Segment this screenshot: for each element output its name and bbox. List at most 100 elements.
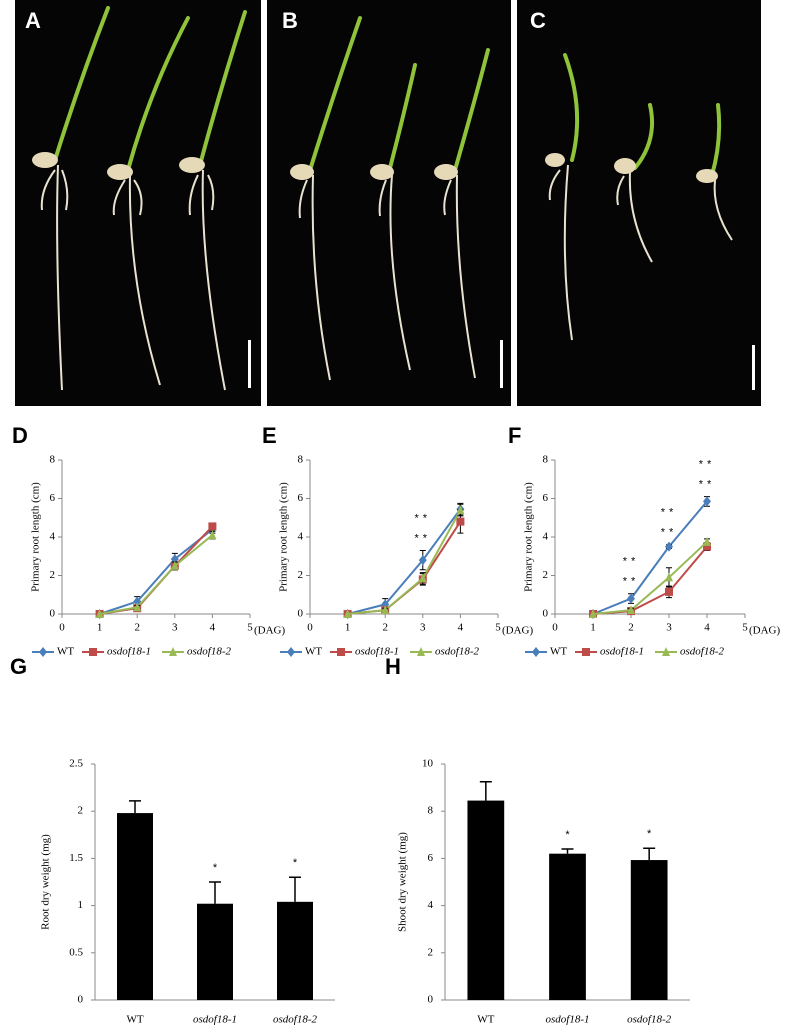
y-tick-label: 2 xyxy=(543,569,549,581)
x-tick-label: 2 xyxy=(628,622,634,634)
significance-mark: * xyxy=(647,828,652,840)
significance-mark: ** xyxy=(415,512,432,524)
y-axis-label: Root dry weight (mg) xyxy=(40,834,52,930)
error-bar xyxy=(561,848,574,854)
x-tick-label: 3 xyxy=(666,622,672,634)
y-tick-label: 0 xyxy=(428,994,434,1006)
y-tick-label: 2 xyxy=(50,569,56,581)
error-bar xyxy=(479,780,492,801)
bar xyxy=(117,813,153,1000)
marker xyxy=(343,609,352,618)
marker xyxy=(39,647,47,657)
x-unit: (DAG) xyxy=(749,625,780,637)
x-tick-label: 4 xyxy=(210,622,216,634)
marker xyxy=(456,505,465,515)
y-tick-label: 2 xyxy=(298,569,304,581)
marker xyxy=(417,647,425,656)
panel-label: G xyxy=(10,654,27,679)
legend-label: osdof18-1 xyxy=(355,646,399,658)
marker xyxy=(627,605,635,615)
photo-c: C xyxy=(517,0,761,406)
x-unit: (DAG) xyxy=(254,625,285,637)
marker xyxy=(703,496,711,507)
marker xyxy=(456,517,465,526)
series-line xyxy=(99,534,214,615)
series-line xyxy=(99,525,214,615)
marker xyxy=(169,647,177,656)
marker xyxy=(665,587,673,596)
marker xyxy=(170,560,179,570)
bar xyxy=(549,853,586,1000)
error-bar xyxy=(643,847,656,861)
significance-mark: ** xyxy=(699,478,716,490)
significance-mark: ** xyxy=(661,507,678,519)
marker xyxy=(89,648,97,656)
significance-mark: ** xyxy=(623,576,640,588)
y-tick-label: 2 xyxy=(78,805,84,817)
significance-mark: ** xyxy=(661,527,678,539)
marker xyxy=(532,647,540,657)
y-tick-label: 6 xyxy=(428,852,434,864)
marker xyxy=(287,647,295,657)
bar xyxy=(467,800,505,1000)
x-unit: (DAG) xyxy=(502,625,533,637)
y-tick-label: 4 xyxy=(50,531,56,543)
marker xyxy=(662,647,670,656)
chart-bar: G 0 0.5 1 1.5 2 2.5 Root dry weight (mg) WT * osdo… xyxy=(10,654,335,1026)
significance-mark: ** xyxy=(623,556,640,568)
error-bar xyxy=(129,800,141,814)
y-tick-label: 0.5 xyxy=(69,946,83,958)
legend-label: osdof18-2 xyxy=(435,646,480,658)
x-tick-label: 5 xyxy=(742,622,748,634)
y-axis-label: Primary root length (cm) xyxy=(30,482,42,592)
x-tick-label: 3 xyxy=(420,622,426,634)
panel-label: D xyxy=(12,423,28,448)
x-tick-label: WT xyxy=(126,1014,143,1026)
marker xyxy=(703,536,711,546)
bar xyxy=(277,901,313,1000)
y-tick-label: 1.5 xyxy=(69,852,83,864)
legend-label: osdof18-2 xyxy=(680,646,725,658)
photo-b: B xyxy=(267,0,511,406)
panel-label: E xyxy=(262,423,277,448)
y-tick-label: 8 xyxy=(50,454,56,466)
x-tick-label: 5 xyxy=(247,622,253,634)
chart-line: F 0 2 4 6 8 0 1 2 3 4 5 (DAG) Primary root length (cm… xyxy=(508,423,780,658)
x-tick-label: 2 xyxy=(382,622,388,634)
marker xyxy=(381,605,390,615)
panel-label: B xyxy=(282,8,298,33)
legend-label: WT xyxy=(550,646,567,658)
y-tick-label: 0 xyxy=(50,608,56,620)
y-tick-label: 0 xyxy=(78,994,84,1006)
series-line xyxy=(347,521,462,615)
marker xyxy=(133,602,142,612)
significance-mark: * xyxy=(293,857,298,869)
y-tick-label: 8 xyxy=(543,454,549,466)
marker xyxy=(665,541,673,552)
marker xyxy=(418,555,427,566)
x-tick-label: 5 xyxy=(495,622,501,634)
series-line xyxy=(347,508,462,615)
y-axis-label: Primary root length (cm) xyxy=(523,482,535,592)
significance-mark: ** xyxy=(415,532,432,544)
panel-label: C xyxy=(530,8,546,33)
error-bar xyxy=(289,876,301,902)
marker xyxy=(627,593,635,604)
legend-label: osdof18-2 xyxy=(187,646,232,658)
significance-mark: ** xyxy=(699,458,716,470)
panel-label: H xyxy=(385,654,401,679)
y-tick-label: 2 xyxy=(428,946,434,958)
y-tick-label: 4 xyxy=(298,531,304,543)
marker xyxy=(703,542,711,551)
chart-line: E 0 2 4 6 8 0 1 2 3 4 5 (DAG) Primary root length (cm… xyxy=(262,423,533,658)
chart-bar: H 0 2 4 6 8 10 Shoot dry weight (mg) WT * osdof18-… xyxy=(385,654,690,1026)
y-axis-label: Primary root length (cm) xyxy=(278,482,290,592)
legend-label: osdof18-1 xyxy=(600,646,644,658)
error-bar xyxy=(209,881,221,904)
panel-label: F xyxy=(508,423,521,448)
x-tick-label: osdof18-1 xyxy=(546,1014,590,1026)
x-tick-label: 0 xyxy=(552,622,558,634)
bar xyxy=(197,903,233,1000)
panel-label: A xyxy=(25,8,41,33)
